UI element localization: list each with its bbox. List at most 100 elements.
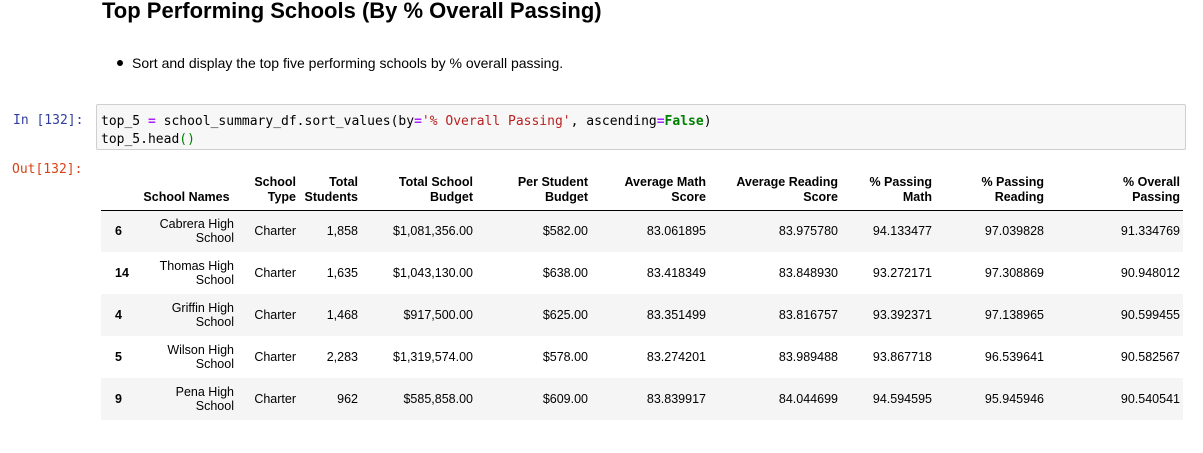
cell-pass-reading: 97.308869 bbox=[984, 265, 1044, 280]
cell-reading: 83.848930 bbox=[778, 265, 838, 280]
cell-pass-math: 94.133477 bbox=[872, 223, 932, 238]
cell-reading: 83.975780 bbox=[778, 223, 838, 238]
code-paren: () bbox=[179, 132, 195, 147]
cell-students: 962 bbox=[337, 391, 358, 406]
school-name-line: Thomas High bbox=[159, 259, 234, 273]
school-name-line: School bbox=[195, 357, 234, 371]
table-header-row: School Names School Type Total Students Total… bbox=[101, 172, 1183, 211]
school-name-line: Pena High bbox=[175, 385, 234, 399]
column-header-text: Budget bbox=[544, 189, 588, 204]
table-row: 14 Thomas High School Charter 1,635 $1,043,13… bbox=[101, 252, 1183, 294]
cell-pass-math: 93.867718 bbox=[872, 349, 932, 364]
code-operator: = bbox=[414, 114, 422, 129]
column-header: Total School Budget bbox=[361, 172, 476, 211]
cell-overall: 91.334769 bbox=[1120, 223, 1180, 238]
school-name-cell: Wilson High School bbox=[139, 336, 237, 378]
column-header: School Type bbox=[237, 172, 299, 211]
school-name-cell: Griffin High School bbox=[139, 294, 237, 336]
cell-students: 1,468 bbox=[326, 307, 358, 322]
index-header bbox=[101, 172, 139, 211]
column-header: Total Students bbox=[299, 172, 361, 211]
cell-math: 83.351499 bbox=[646, 307, 706, 322]
row-index: 5 bbox=[115, 350, 122, 364]
column-header-text: % Passing bbox=[981, 174, 1044, 189]
code-token: ) bbox=[703, 114, 712, 129]
table-row: 4 Griffin High School Charter 1,468 $917,500.… bbox=[101, 294, 1183, 336]
code-string: '% Overall Passing' bbox=[421, 114, 571, 129]
row-index: 6 bbox=[115, 224, 122, 239]
column-header: % Passing Math bbox=[841, 172, 935, 211]
section-heading: Top Performing Schools (By % Overall Pas… bbox=[102, 0, 602, 23]
cell-type: Charter bbox=[254, 265, 296, 280]
column-header-text: Per Student bbox=[517, 174, 588, 189]
cell-per-student: $638.00 bbox=[542, 265, 588, 280]
column-header-text: Budget bbox=[429, 189, 473, 204]
column-header: Per Student Budget bbox=[476, 172, 591, 211]
column-header: Average Math Score bbox=[591, 172, 709, 211]
code-operator: = bbox=[147, 114, 156, 129]
column-header-text: Students bbox=[304, 189, 358, 204]
column-header: Average Reading Score bbox=[709, 172, 841, 211]
school-name-line: School bbox=[195, 315, 234, 329]
cell-budget: $917,500.00 bbox=[403, 307, 473, 322]
cell-overall: 90.540541 bbox=[1120, 391, 1180, 406]
column-header-text: % Passing bbox=[869, 174, 932, 189]
cell-type: Charter bbox=[254, 223, 296, 238]
row-index: 9 bbox=[115, 392, 122, 406]
cell-overall: 90.599455 bbox=[1120, 307, 1180, 322]
cell-overall: 90.948012 bbox=[1120, 265, 1180, 280]
cell-budget: $1,081,356.00 bbox=[393, 223, 473, 238]
school-name-line: Wilson High bbox=[167, 343, 234, 357]
cell-pass-reading: 96.539641 bbox=[984, 349, 1044, 364]
table-row: 6 Cabrera High School Charter 1,858 $1,081,35… bbox=[101, 210, 1183, 252]
cell-type: Charter bbox=[254, 307, 296, 322]
cell-overall: 90.582567 bbox=[1120, 349, 1180, 364]
cell-students: 1,858 bbox=[326, 223, 358, 238]
column-header-text: School bbox=[254, 174, 296, 189]
school-name-line: School bbox=[195, 399, 234, 413]
cell-type: Charter bbox=[254, 349, 296, 364]
school-name-line: Cabrera High bbox=[159, 217, 234, 232]
code-token: top_5 bbox=[101, 114, 148, 129]
school-name-line: Griffin High bbox=[171, 301, 234, 315]
cell-math: 83.274201 bbox=[646, 349, 706, 364]
column-header-text: Passing bbox=[1132, 189, 1180, 204]
cell-pass-reading: 97.039828 bbox=[984, 223, 1044, 238]
column-header: School Names bbox=[139, 172, 237, 211]
code-keyword: False bbox=[664, 114, 704, 129]
cell-type: Charter bbox=[254, 391, 296, 406]
instructions-list: Sort and display the top five performing… bbox=[116, 53, 563, 73]
cell-pass-math: 93.272171 bbox=[872, 265, 932, 280]
school-name-cell: Thomas High School bbox=[139, 252, 237, 294]
input-prompt: In [132]: bbox=[13, 113, 84, 128]
cell-per-student: $609.00 bbox=[542, 391, 588, 406]
column-header-text: Total bbox=[329, 174, 358, 189]
cell-budget: $1,319,574.00 bbox=[393, 349, 473, 364]
code-cell[interactable]: top_5 = school_summary_df.sort_values(by… bbox=[96, 104, 1186, 150]
school-name-line: School bbox=[195, 273, 234, 287]
column-header-text: Math bbox=[902, 189, 932, 204]
column-header: % Passing Reading bbox=[935, 172, 1047, 211]
school-name-line: School bbox=[195, 231, 234, 246]
column-header-text: Score bbox=[671, 189, 706, 204]
cell-budget: $585,858.00 bbox=[403, 391, 473, 406]
table-row: 5 Wilson High School Charter 2,283 $1,319,574… bbox=[101, 336, 1183, 378]
column-header-text: School Names bbox=[143, 189, 230, 204]
cell-students: 2,283 bbox=[326, 349, 358, 364]
column-header-text: Score bbox=[803, 189, 838, 204]
cell-math: 83.418349 bbox=[646, 265, 706, 280]
column-header-text: % Overall bbox=[1123, 174, 1180, 189]
cell-per-student: $578.00 bbox=[542, 349, 588, 364]
row-index: 14 bbox=[115, 266, 129, 280]
school-name-cell: Cabrera High School bbox=[139, 210, 237, 252]
cell-reading: 84.044699 bbox=[778, 391, 838, 406]
cell-math: 83.061895 bbox=[646, 223, 706, 238]
column-header-text: Type bbox=[267, 189, 296, 204]
code-token: , ascending bbox=[570, 114, 657, 129]
cell-reading: 83.989488 bbox=[778, 349, 838, 364]
dataframe-table: School Names School Type Total Students Total… bbox=[101, 172, 1183, 420]
school-name-cell: Pena High School bbox=[139, 378, 237, 420]
output-prompt: Out[132]: bbox=[12, 162, 83, 177]
code-operator: = bbox=[656, 114, 665, 129]
cell-pass-math: 94.594595 bbox=[872, 391, 932, 406]
